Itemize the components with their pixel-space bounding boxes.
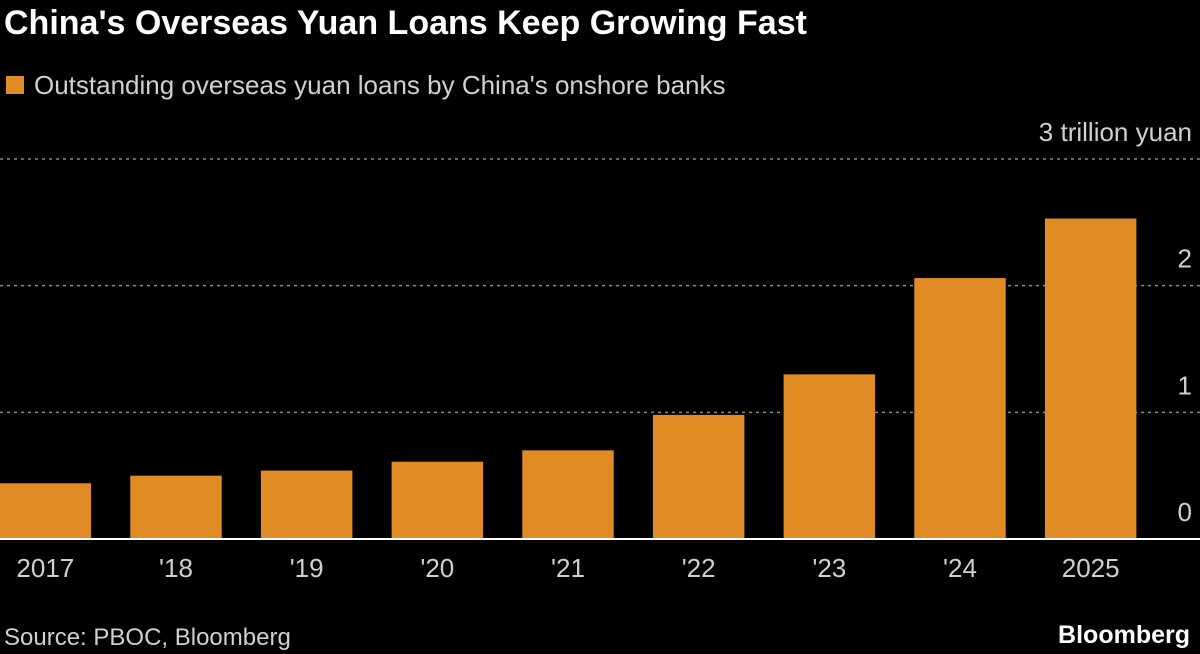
x-tick-label: 2017 (16, 553, 74, 583)
legend-swatch (6, 76, 24, 94)
bar (1044, 218, 1137, 540)
y-tick-label: 1 (1178, 370, 1192, 400)
bar (652, 414, 745, 539)
x-tick-label: '23 (812, 553, 846, 583)
bar (130, 475, 222, 539)
bar (783, 374, 876, 539)
y-tick-label: 3 trillion yuan (1039, 117, 1192, 147)
brand: Bloomberg (1058, 621, 1190, 649)
bar (260, 470, 353, 539)
bar (0, 483, 92, 539)
legend-label: Outstanding overseas yuan loans by China… (34, 70, 726, 100)
bar (391, 461, 484, 539)
x-tick-label: '20 (420, 553, 454, 583)
x-tick-label: '18 (159, 553, 193, 583)
bar (914, 278, 1006, 539)
source: Source: PBOC, Bloomberg (4, 624, 291, 651)
y-tick-label: 0 (1178, 497, 1192, 527)
x-tick-label: 2025 (1062, 553, 1120, 583)
bar (522, 450, 614, 539)
chart-title: China's Overseas Yuan Loans Keep Growing… (4, 4, 807, 42)
x-tick-label: '19 (290, 553, 324, 583)
x-tick-label: '22 (682, 553, 716, 583)
y-tick-label: 2 (1178, 244, 1192, 274)
x-tick-label: '21 (551, 553, 585, 583)
x-tick-label: '24 (943, 553, 977, 583)
